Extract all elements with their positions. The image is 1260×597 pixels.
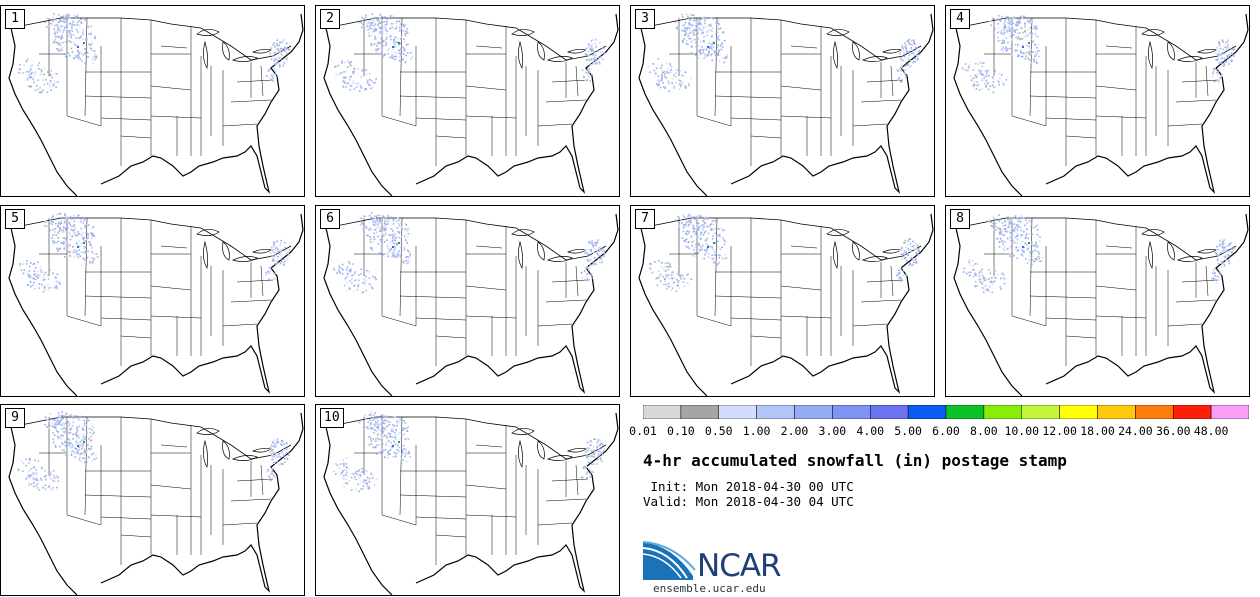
member-number-label: 1 [5,9,25,29]
colorbar-swatch [1135,405,1174,419]
ensemble-member-panel: 6 [315,205,620,397]
conus-map [323,13,619,196]
conus-map [323,212,619,396]
colorbar-swatch [945,405,985,419]
conus-map [8,411,304,595]
colorbar-tick: 2.00 [780,424,809,438]
colorbar-swatch [1097,405,1136,419]
member-number-label: 9 [5,408,25,428]
ensemble-member-panel: 10 [315,404,620,596]
ncar-logo-icon [643,541,696,580]
colorbar-tick: 8.00 [970,424,998,438]
member-number-label: 2 [320,9,340,29]
plot-title: 4-hr accumulated snowfall (in) postage s… [643,451,1067,470]
ensemble-member-panel: 9 [0,404,305,596]
ncar-wordmark: NCAR [697,548,782,584]
site-url: ensemble.ucar.edu [653,582,766,595]
colorbar-swatch [1059,405,1098,419]
colorbar-tick: 36.00 [1155,424,1191,438]
colorbar-swatch [1173,405,1212,419]
colorbar-tick: 10.00 [1004,424,1040,438]
valid-time: Valid: Mon 2018-04-30 04 UTC [643,494,854,509]
colorbar-tick: 18.00 [1080,424,1115,438]
member-number-label: 6 [320,209,340,229]
colorbar-swatch [794,405,833,419]
colorbar-tick: 3.00 [818,424,847,438]
colorbar-tick: 0.10 [667,424,695,438]
colorbar [643,405,1249,419]
conus-map [8,13,304,196]
conus-map [953,13,1249,196]
member-number-label: 7 [635,209,655,229]
colorbar-swatch [756,405,795,419]
member-number-label: 5 [5,209,25,229]
colorbar-tick: 12.00 [1042,424,1077,438]
member-number-label: 3 [635,9,655,29]
conus-map [953,213,1249,396]
colorbar-tick: 48.00 [1193,424,1229,438]
member-number-label: 10 [320,408,344,428]
member-number-label: 4 [950,9,970,29]
ensemble-member-panel: 3 [630,5,935,197]
conus-map [638,213,934,396]
colorbar-swatch [1210,405,1249,419]
colorbar-swatch [832,405,871,419]
init-time: Init: Mon 2018-04-30 00 UTC [643,479,854,494]
ensemble-member-panel: 4 [945,5,1250,197]
ensemble-member-panel: 1 [0,5,305,197]
colorbar-swatch [907,405,947,419]
conus-map [8,212,304,396]
colorbar-swatch [718,405,757,419]
colorbar-tick: 1.00 [742,424,771,438]
conus-map [638,13,934,196]
ensemble-member-panel: 7 [630,205,935,397]
colorbar-swatch [870,405,909,419]
colorbar-swatch [680,405,720,419]
colorbar-tick-labels: 0.01 0.10 0.50 1.00 2.00 3.00 4.00 5.00 6.00 8.00… [629,424,1250,440]
colorbar-swatch [983,405,1023,419]
colorbar-swatch [1021,405,1060,419]
colorbar-swatch [643,405,682,419]
ensemble-member-panel: 2 [315,5,620,197]
colorbar-tick: 4.00 [856,424,885,438]
colorbar-tick: 0.01 [629,424,657,438]
colorbar-tick: 5.00 [894,424,922,438]
member-number-label: 8 [950,209,970,229]
colorbar-tick: 0.50 [704,424,733,438]
colorbar-tick: 24.00 [1118,424,1153,438]
conus-map [323,411,619,595]
ensemble-member-panel: 8 [945,205,1250,397]
ensemble-member-panel: 5 [0,205,305,397]
colorbar-tick: 6.00 [932,424,960,438]
